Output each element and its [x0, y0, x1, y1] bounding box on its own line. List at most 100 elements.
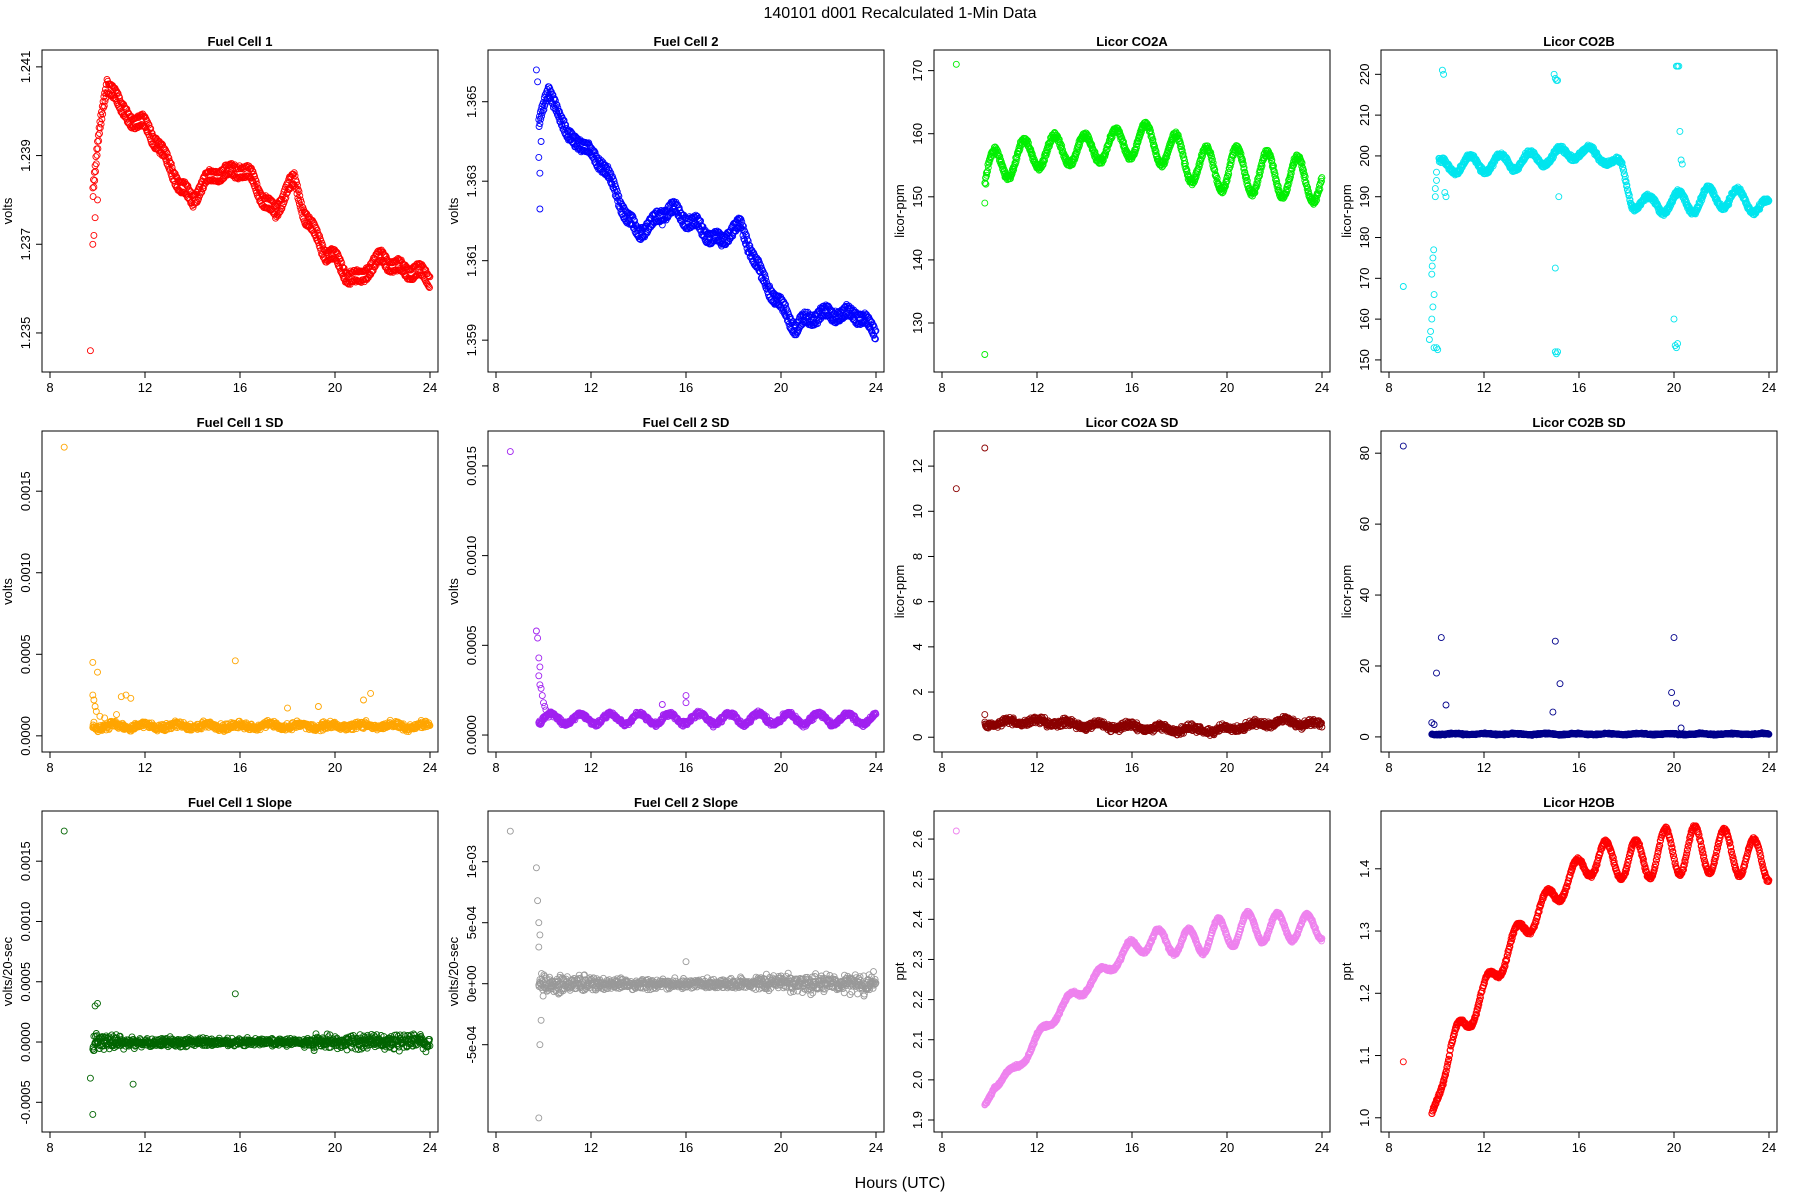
- data-point: [90, 168, 98, 176]
- data-point: [89, 658, 97, 666]
- y-axis-label: volts: [0, 197, 15, 224]
- data-point: [1670, 315, 1678, 323]
- data-point: [1433, 168, 1440, 176]
- data-point: [1677, 156, 1685, 164]
- data-point: [127, 694, 135, 702]
- data-points: [60, 443, 434, 736]
- data-point: [534, 78, 542, 86]
- y-tick-label: 160: [910, 123, 925, 145]
- x-tick-label: 12: [1030, 380, 1044, 395]
- data-point: [91, 214, 99, 222]
- y-tick-label: 160: [1357, 308, 1372, 330]
- data-point: [368, 268, 376, 276]
- data-point: [360, 696, 367, 704]
- y-tick-label: 0.0000: [464, 715, 479, 755]
- x-tick-label: 8: [46, 380, 53, 395]
- data-point: [289, 170, 297, 178]
- x-tick-label: 16: [233, 760, 247, 775]
- data-point: [96, 124, 104, 132]
- data-point: [537, 138, 545, 145]
- data-point: [1440, 70, 1448, 78]
- data-point: [94, 668, 101, 676]
- data-point: [284, 704, 291, 712]
- data-point: [314, 703, 322, 710]
- data-point: [1430, 246, 1438, 254]
- y-tick-label: 170: [1357, 267, 1372, 289]
- data-point: [148, 129, 156, 137]
- data-point: [1425, 336, 1433, 343]
- data-point: [1442, 193, 1450, 201]
- x-tick-label: 20: [328, 380, 342, 395]
- plot-frame: [933, 49, 1331, 373]
- y-tick-label: 0.0000: [18, 716, 33, 756]
- figure-xlabel: Hours (UTC): [855, 1175, 946, 1192]
- y-tick-label: 1.365: [464, 85, 479, 118]
- x-tick-label: 24: [869, 760, 883, 775]
- data-point: [278, 205, 286, 212]
- y-tick-label: 1.239: [18, 139, 33, 172]
- data-point: [290, 169, 298, 177]
- x-tick-label: 8: [1385, 380, 1392, 395]
- data-point: [97, 120, 105, 128]
- data-point: [535, 153, 543, 161]
- data-point: [301, 209, 309, 216]
- data-point: [113, 711, 120, 719]
- data-point: [1431, 185, 1439, 193]
- data-point: [1428, 315, 1436, 323]
- data-point: [298, 203, 306, 211]
- data-point: [367, 689, 375, 697]
- x-tick-label: 12: [1477, 380, 1491, 395]
- data-point: [60, 443, 68, 451]
- x-tick-label: 12: [584, 380, 598, 395]
- data-point: [164, 153, 172, 161]
- data-point: [167, 159, 174, 167]
- data-point: [90, 183, 98, 191]
- data-point: [114, 89, 122, 97]
- x-tick-label: 20: [1667, 380, 1681, 395]
- x-tick-label: 20: [1220, 380, 1234, 395]
- data-point: [981, 351, 989, 358]
- x-tick-label: 8: [46, 760, 53, 775]
- data-point: [145, 121, 153, 129]
- data-point: [214, 168, 222, 176]
- data-point: [293, 178, 301, 186]
- data-point: [248, 167, 256, 175]
- data-point: [160, 144, 168, 152]
- x-tick-label: 16: [233, 380, 247, 395]
- data-point: [1434, 346, 1442, 354]
- y-axis-label: licor-ppm: [1339, 184, 1354, 237]
- data-points: [86, 76, 434, 355]
- y-tick-label: 0.0015: [18, 471, 33, 511]
- data-point: [94, 145, 102, 153]
- data-point: [93, 151, 101, 159]
- data-point: [147, 125, 155, 133]
- y-tick-label: 130: [910, 312, 925, 334]
- x-tick-label: 16: [1125, 380, 1139, 395]
- data-point: [398, 267, 406, 275]
- plot-frame: [487, 430, 885, 753]
- y-tick-label: 200: [1357, 145, 1372, 167]
- y-tick-label: 0.0015: [464, 446, 479, 486]
- data-points: [952, 60, 1326, 358]
- x-tick-label: 8: [938, 380, 945, 395]
- y-tick-label: 190: [1357, 186, 1372, 208]
- data-point: [291, 172, 299, 180]
- y-tick-label: 0.0005: [464, 625, 479, 665]
- data-point: [168, 164, 176, 171]
- data-point: [90, 231, 98, 239]
- data-point: [315, 231, 323, 239]
- x-tick-label: 20: [774, 380, 788, 395]
- data-point: [86, 347, 94, 355]
- x-tick-label: 24: [423, 760, 437, 775]
- x-tick-label: 12: [138, 760, 152, 775]
- y-tick-label: 180: [1357, 227, 1372, 249]
- data-point: [249, 168, 257, 175]
- data-point: [1429, 254, 1437, 262]
- x-tick-label: 12: [584, 760, 598, 775]
- data-point: [268, 197, 276, 205]
- data-point: [198, 188, 206, 196]
- data-point: [1678, 160, 1686, 168]
